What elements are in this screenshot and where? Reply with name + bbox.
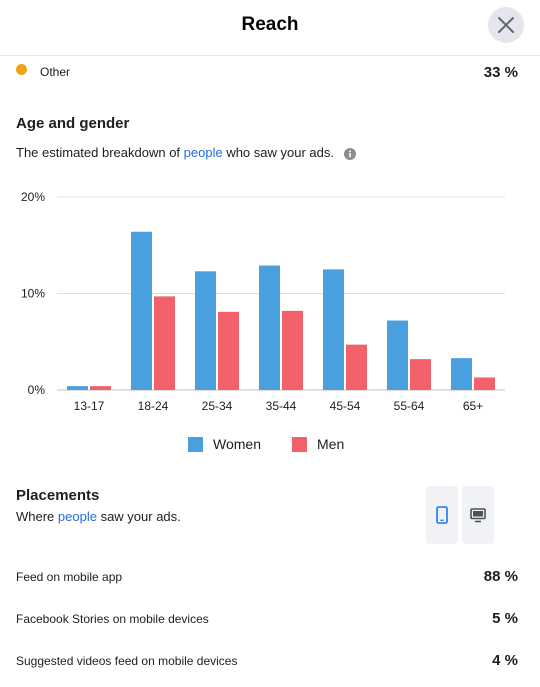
x-tick-label: 35-44: [266, 399, 297, 413]
placements-subtitle-text-end: saw your ads.: [96, 509, 181, 524]
bar-men-13-17[interactable]: [90, 386, 111, 390]
y-tick-label: 0%: [28, 383, 46, 397]
placements-people-link[interactable]: people: [57, 509, 97, 524]
info-icon[interactable]: [343, 147, 356, 160]
y-tick-label: 10%: [21, 287, 45, 301]
dialog-title: Reach: [241, 14, 299, 35]
bar-men-25-34[interactable]: [218, 311, 239, 390]
placements-title: Placements: [16, 487, 100, 504]
x-tick-label: 55-64: [394, 399, 425, 413]
bar-men-55-64[interactable]: [410, 359, 431, 390]
placement-label: Suggested videos feed on mobile devices: [16, 654, 238, 668]
placement-percent: 88 %: [483, 568, 518, 585]
bar-women-65+[interactable]: [451, 358, 472, 390]
placement-label: Feed on mobile app: [16, 570, 123, 584]
placement-label: Facebook Stories on mobile devices: [16, 612, 209, 626]
age-gender-chart: 0% 10% 20% 13-17 18-24 25-34 35-44 45-54 55-64 65…: [21, 190, 505, 413]
bar-men-45-54[interactable]: [346, 344, 367, 390]
bar-women-25-34[interactable]: [195, 271, 216, 390]
placements-subtitle: Where people saw your ads.: [16, 509, 181, 524]
close-button[interactable]: [488, 7, 524, 43]
close-icon: [498, 17, 514, 33]
dialog-header: Reach: [0, 0, 540, 56]
placement-percent: 4 %: [492, 652, 518, 669]
age-gender-subtitle-text-end: who saw your ads.: [222, 145, 334, 160]
x-tick-label: 18-24: [138, 399, 169, 413]
mobile-icon: [436, 506, 448, 524]
placement-row: Suggested videos feed on mobile devices …: [16, 652, 518, 674]
other-percent: 33 %: [483, 64, 518, 81]
bar-men-35-44[interactable]: [282, 310, 303, 390]
desktop-toggle-button[interactable]: [462, 486, 494, 544]
other-row: Other 33 %: [16, 62, 518, 84]
mobile-toggle-button[interactable]: [426, 486, 458, 544]
desktop-icon: [470, 507, 486, 522]
legend-women-label: Women: [213, 436, 261, 452]
legend-men-swatch: [292, 436, 307, 452]
x-tick-label: 45-54: [330, 399, 361, 413]
people-link[interactable]: people: [183, 145, 223, 160]
bar-men-65+[interactable]: [474, 377, 495, 390]
placement-row: Facebook Stories on mobile devices 5 %: [16, 610, 518, 632]
bar-women-35-44[interactable]: [259, 265, 280, 390]
age-gender-subtitle-text: The estimated breakdown of: [16, 145, 184, 160]
y-tick-label: 20%: [21, 190, 45, 204]
legend-men: Men: [292, 436, 344, 452]
age-gender-title: Age and gender: [16, 115, 130, 132]
placement-percent: 5 %: [492, 610, 518, 627]
other-dot-icon: [16, 64, 27, 75]
bar-men-18-24[interactable]: [154, 296, 175, 390]
legend-women: Women: [188, 436, 261, 452]
bar-women-13-17[interactable]: [67, 386, 88, 390]
x-tick-label: 13-17: [74, 399, 105, 413]
age-gender-subtitle: The estimated breakdown of people who sa…: [16, 145, 356, 160]
x-tick-label: 25-34: [202, 399, 233, 413]
chart-legend: Women Men: [0, 436, 540, 456]
bar-women-45-54[interactable]: [323, 269, 344, 390]
legend-men-label: Men: [317, 436, 345, 452]
placement-row: Feed on mobile app 88 %: [16, 568, 518, 590]
legend-women-swatch: [188, 436, 203, 452]
other-label: Other: [40, 65, 71, 79]
x-tick-label: 65+: [463, 399, 483, 413]
bar-women-18-24[interactable]: [131, 231, 152, 390]
bar-women-55-64[interactable]: [387, 320, 408, 390]
placements-subtitle-text: Where: [16, 509, 58, 524]
